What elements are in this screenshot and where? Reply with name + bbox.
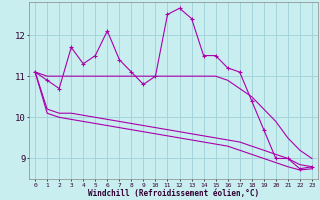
- X-axis label: Windchill (Refroidissement éolien,°C): Windchill (Refroidissement éolien,°C): [88, 189, 259, 198]
